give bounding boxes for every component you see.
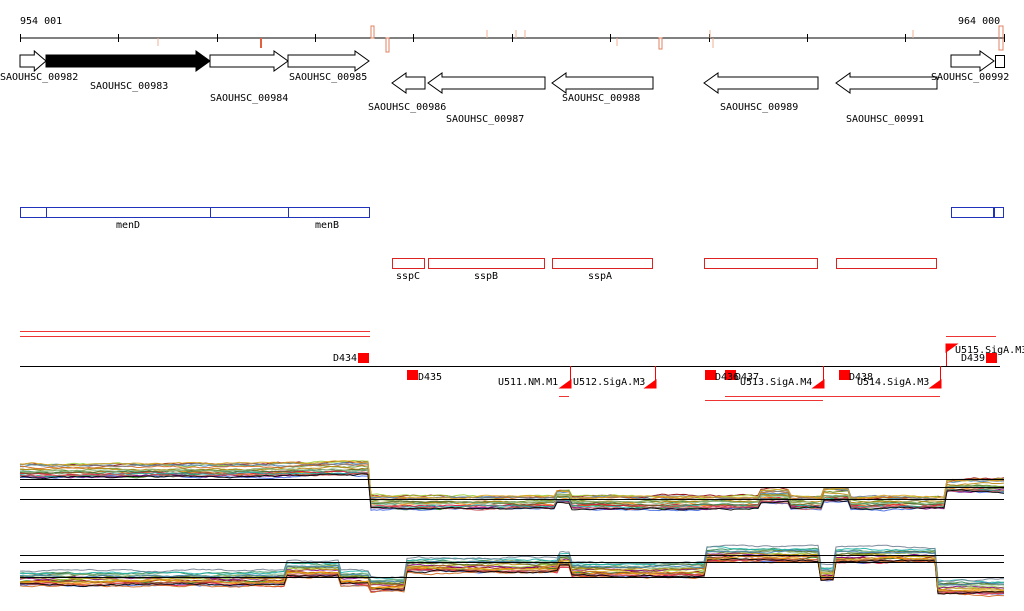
expression-trace [20,557,1005,595]
operon-box-plus [994,207,1004,218]
expression-lines-minus [19,544,1005,598]
operon-label-mend: menD [116,220,140,231]
up-marker [928,379,942,389]
expression-trace [19,544,1005,583]
up-label-u515: U515.SigA.M3 [955,345,1024,356]
operon-label-sspc: sspC [396,271,420,282]
expression-trace [19,559,1004,598]
up-marker [558,379,572,389]
ruler-signal-marks [157,25,1004,53]
expression-lines-plus [19,459,1005,512]
gene-arrow-shape [209,50,289,72]
gene-label: SAOUHSC_00989 [720,102,798,113]
operon-box-plus [20,207,370,218]
gene-arrow-shape [427,72,546,94]
expression-trace [19,462,1005,500]
expression-trace [19,546,1005,584]
expression-trace [19,460,1005,500]
expression-track-minus [19,544,1005,598]
down-marker [358,353,369,363]
gene-arrow: SAOUHSC_00982 [0,49,78,83]
gene-label: SAOUHSC_00985 [289,72,367,83]
gene-arrow-shape [45,50,211,72]
gene-label: SAOUHSC_00991 [846,114,924,125]
up-label-u513: U513.SigA.M4 [740,377,812,388]
down-marker [725,370,736,380]
gene-arrow-shape [703,72,819,94]
expression-track-plus [19,459,1005,512]
expression-trace [19,549,1005,586]
gene-arrow: SAOUHSC_00983 [45,50,211,92]
up-label-u512: U512.SigA.M3 [573,377,645,388]
gene-arrow: SAOUHSC_00984 [209,50,289,104]
gene-arrow: SAOUHSC_00988 [551,72,654,104]
operon-label-menb: menB [315,220,339,231]
gene-arrow-shape [391,72,426,94]
gene-arrow-shape [19,49,47,73]
down-label-d437: D437 [735,372,759,383]
gene-arrow: SAOUHSC_00989 [703,72,819,113]
operon-track-plus [20,207,1004,218]
coordinate-ruler: 954 001 964 000 [20,16,1005,53]
gene-arrow-shape [551,72,654,94]
down-marker [986,353,997,363]
gene-label: SAOUHSC_00982 [0,72,78,83]
up-marker [643,379,657,389]
operon-box-minus [836,258,937,269]
gene-arrow: SAOUHSC_00985 [287,50,370,83]
gene-arrow: SAOUHSC_00986 [368,72,446,113]
down-label-d439: D439 [961,353,985,364]
down-label-d436: D436 [715,372,739,383]
segmentation-track: D434 D435 D436 D437 D438 D439 U511.NM.M1… [20,331,1024,401]
operon-box-plus [951,207,994,218]
gene-track: SAOUHSC_00982SAOUHSC_00983SAOUHSC_00984S… [0,49,1009,125]
operon-box-sspa [552,258,653,269]
down-marker [839,370,850,380]
up-markers [558,343,959,389]
expression-trace [19,473,1005,511]
coord-start-label: 954 001 [20,16,62,27]
down-marker [407,370,418,380]
up-label-u514: U514.SigA.M3 [857,377,929,388]
operon-track-minus [392,258,937,269]
operon-box-sspb [428,258,545,269]
gene-arrow-shape [287,50,370,72]
gene-arrow: SAOUHSC_00987 [427,72,546,125]
down-label-d435: D435 [418,372,442,383]
expression-trace [19,467,1005,506]
gene-arrow-shape [835,72,938,94]
gene-label: SAOUHSC_00986 [368,102,446,113]
down-marker [705,370,716,380]
expression-trace [19,463,1005,501]
gene-arrow: SAOUHSC_00992 [931,50,1009,83]
gene-label: SAOUHSC_00992 [931,72,1009,83]
gene-fragment [995,55,1005,68]
down-label-d434: D434 [333,353,357,364]
gene-arrow: SAOUHSC_00991 [835,72,938,125]
operon-label-sspb: sspB [474,271,498,282]
gene-label: SAOUHSC_00983 [90,81,168,92]
operon-box-minus [704,258,818,269]
gene-arrow-shape [950,50,995,72]
down-markers [358,353,997,380]
expression-trace [19,555,1005,592]
operon-box-sspc [392,258,425,269]
up-marker [945,343,959,353]
up-label-u511: U511.NM.M1 [498,377,558,388]
up-marker [811,379,825,389]
operon-label-sspa: sspA [588,271,612,282]
gene-label: SAOUHSC_00984 [210,93,288,104]
gene-label: SAOUHSC_00987 [446,114,524,125]
gene-label: SAOUHSC_00988 [562,93,640,104]
down-label-d438: D438 [849,372,873,383]
coord-end-label: 964 000 [958,16,1000,27]
expression-trace [19,461,1005,501]
expression-trace [19,557,1005,594]
